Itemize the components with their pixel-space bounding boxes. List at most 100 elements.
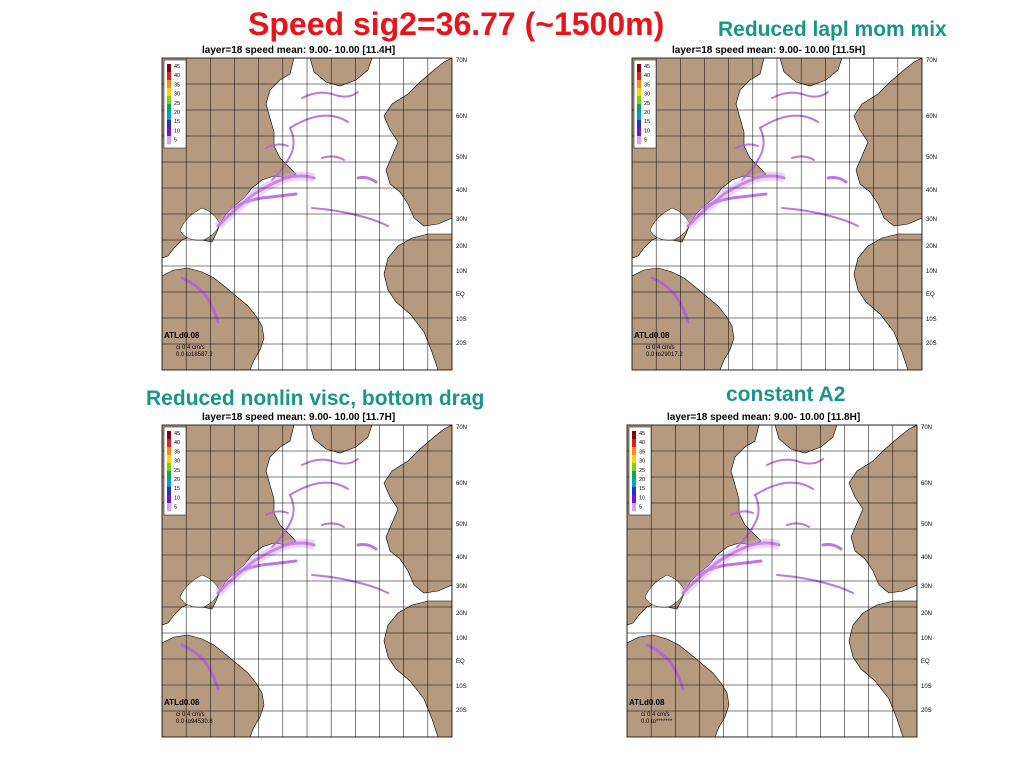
- map-svg: layer=18 speed mean: 9.00- 10.00 [11.4H]…: [161, 45, 467, 371]
- colorbar-label: 20: [174, 110, 180, 116]
- colorbar: 45 40 35 30 25 20 15 10 5: [628, 426, 652, 516]
- land-south-america: [632, 267, 735, 370]
- colorbar-swatch: [167, 64, 171, 73]
- colorbar-swatch: [632, 471, 636, 480]
- colorbar: 45 40 35 30 25 20 15 10 5: [633, 59, 657, 149]
- colorbar-label: 15: [644, 119, 650, 125]
- model-name: ATLd0.08: [634, 331, 670, 340]
- map-title: layer=18 speed mean: 9.00- 10.00 [11.4H]: [202, 45, 395, 56]
- lat-label: 70N: [921, 425, 932, 431]
- colorbar-swatch: [637, 128, 641, 137]
- colorbar-swatch: [637, 80, 641, 89]
- lat-label: 30N: [456, 217, 467, 223]
- lat-label: 30N: [921, 584, 932, 590]
- colorbar-label: 35: [644, 82, 650, 88]
- panel-heading-3: Reduced nonlin visc, bottom drag: [146, 387, 485, 410]
- colorbar-label: 5: [644, 138, 647, 144]
- lat-label: 50N: [456, 522, 467, 528]
- land-africa: [848, 600, 917, 737]
- lat-label: EQ: [456, 659, 465, 665]
- speed-streak: [265, 143, 289, 149]
- lat-label: 10N: [456, 636, 467, 642]
- colorbar-swatch: [167, 72, 171, 81]
- speed-streak: [301, 458, 359, 466]
- lat-label: 40N: [921, 555, 932, 561]
- colorbar-swatch: [167, 104, 171, 113]
- speed-streak: [826, 176, 848, 184]
- colorbar-swatch: [167, 447, 171, 456]
- lat-label: 40N: [456, 188, 467, 194]
- speed-streak: [754, 481, 814, 496]
- colorbar-label: 40: [644, 73, 650, 79]
- value-range: 0.0 to*******: [641, 719, 673, 725]
- colorbar-swatch: [632, 503, 636, 512]
- lat-label: 50N: [921, 522, 932, 528]
- colorbar-swatch: [632, 479, 636, 488]
- speed-streak: [781, 207, 859, 227]
- colorbar-label: 10: [644, 128, 650, 134]
- speed-streak: [681, 541, 781, 595]
- speed-streak: [730, 510, 754, 516]
- map-panel-3: layer=18 speed mean: 9.00- 10.00 [11.7H]…: [150, 410, 495, 740]
- colorbar: 45 40 35 30 25 20 15 10 5: [163, 426, 187, 516]
- land-africa: [383, 600, 452, 737]
- land-south-america: [162, 267, 265, 370]
- speed-streak: [736, 494, 760, 548]
- lat-label: EQ: [926, 292, 935, 298]
- speed-streak: [766, 458, 824, 466]
- speed-streak: [216, 174, 316, 228]
- speed-streak: [356, 176, 378, 184]
- speed-halo: [679, 538, 781, 597]
- land-greenland: [774, 425, 838, 454]
- land-south-america: [162, 634, 265, 737]
- colorbar-label: 20: [639, 477, 645, 483]
- colorbar-label: 5: [639, 505, 642, 511]
- lat-label: 70N: [456, 425, 467, 431]
- lat-label: 20N: [456, 611, 467, 617]
- map-title: layer=18 speed mean: 9.00- 10.00 [11.8H]: [667, 412, 860, 423]
- lat-label: 20S: [921, 708, 932, 714]
- land-greenland: [779, 58, 843, 87]
- speed-streak: [271, 127, 295, 181]
- colorbar-label: 10: [639, 495, 645, 501]
- land-europe: [383, 58, 452, 227]
- colorbar: 45 40 35 30 25 20 15 10 5: [163, 59, 187, 149]
- value-range: 0.0 to18587.2: [176, 352, 213, 358]
- land-greenland: [309, 425, 373, 454]
- speed-streak: [735, 143, 759, 149]
- speed-streak: [650, 276, 690, 324]
- colorbar-swatch: [167, 120, 171, 129]
- colorbar-label: 25: [174, 468, 180, 474]
- colorbar-swatch: [167, 431, 171, 440]
- lat-label: 30N: [456, 584, 467, 590]
- speed-halo: [684, 171, 786, 230]
- lat-label: 20N: [921, 611, 932, 617]
- lat-label: 10N: [921, 636, 932, 642]
- colorbar-swatch: [167, 503, 171, 512]
- panel-heading-4: constant A2: [726, 383, 846, 406]
- colorbar-swatch: [167, 112, 171, 121]
- colorbar-label: 40: [639, 440, 645, 446]
- value-range: 0.0 to29017.2: [646, 352, 683, 358]
- contour-interval: ci 0.4 cm/s: [176, 345, 205, 351]
- colorbar-swatch: [167, 479, 171, 488]
- colorbar-label: 25: [639, 468, 645, 474]
- colorbar-swatch: [632, 463, 636, 472]
- speed-streak: [321, 522, 345, 528]
- speed-streak: [741, 127, 765, 181]
- lat-label: 10S: [926, 317, 937, 323]
- speed-streak: [311, 207, 389, 227]
- colorbar-swatch: [167, 487, 171, 496]
- lat-label: 40N: [926, 188, 937, 194]
- colorbar-label: 45: [174, 64, 180, 70]
- lat-label: EQ: [456, 292, 465, 298]
- lat-label: 70N: [926, 58, 937, 64]
- speed-streak: [771, 91, 829, 99]
- colorbar-label: 45: [174, 431, 180, 437]
- speed-streak: [216, 541, 316, 595]
- colorbar-label: 20: [174, 477, 180, 483]
- colorbar-label: 35: [174, 449, 180, 455]
- speed-streak: [776, 574, 854, 594]
- lat-label: 50N: [456, 155, 467, 161]
- speed-streak: [271, 494, 295, 548]
